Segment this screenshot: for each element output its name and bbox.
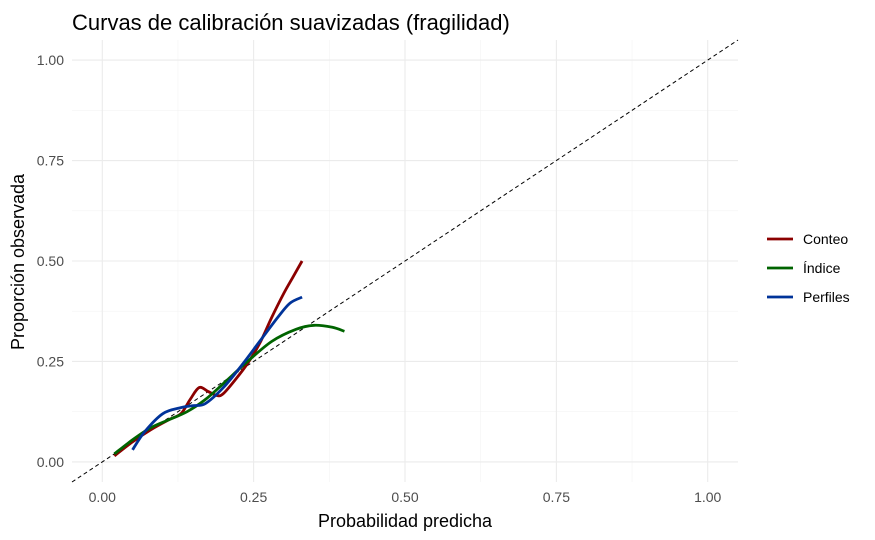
x-tick-label: 0.75 [543, 489, 570, 505]
y-tick-label: 0.00 [37, 454, 64, 470]
x-tick-label: 0.25 [240, 489, 267, 505]
y-tick-label: 0.25 [37, 353, 64, 369]
y-axis-title: Proporción observada [8, 173, 28, 350]
series-line-3 [131, 295, 303, 451]
series-layer [113, 260, 345, 457]
x-tick-label: 1.00 [694, 489, 721, 505]
legend: Conteo Índice Perfiles [767, 231, 850, 305]
y-tick-label: 1.00 [37, 52, 64, 68]
y-tick-label: 0.50 [37, 253, 64, 269]
y-tick-label: 0.75 [37, 153, 64, 169]
x-axis-title: Probabilidad predicha [318, 511, 493, 531]
legend-label-1: Conteo [803, 231, 848, 247]
x-axis-ticks: 0.00 0.25 0.50 0.75 1.00 [89, 489, 722, 505]
chart-title: Curvas de calibración suavizadas (fragil… [72, 10, 510, 35]
y-axis-ticks: 0.00 0.25 0.50 0.75 1.00 [37, 52, 64, 470]
legend-label-3: Perfiles [803, 289, 850, 305]
legend-label-2: Índice [803, 260, 841, 276]
series-line-1 [113, 260, 304, 457]
x-tick-label: 0.50 [391, 489, 418, 505]
x-tick-label: 0.00 [89, 489, 116, 505]
series-line-2 [113, 323, 345, 455]
